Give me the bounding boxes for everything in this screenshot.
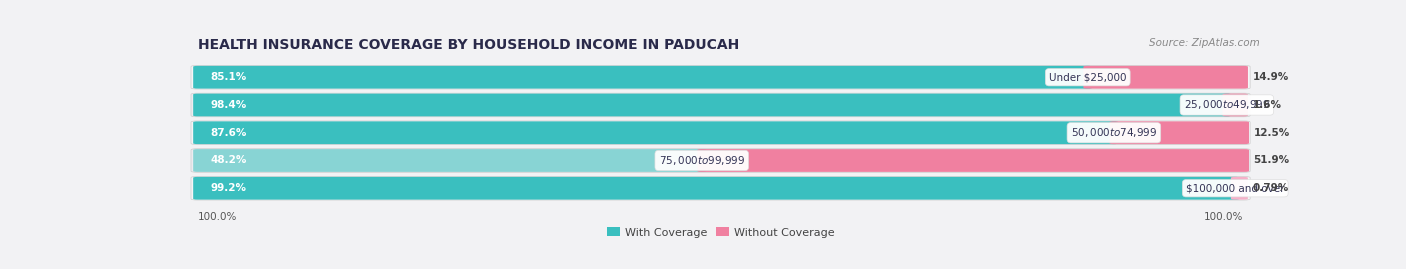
Text: $75,000 to $99,999: $75,000 to $99,999 [658,154,745,167]
Text: 14.9%: 14.9% [1253,72,1288,82]
Text: 0.79%: 0.79% [1253,183,1288,193]
Text: 48.2%: 48.2% [211,155,247,165]
Text: 1.6%: 1.6% [1253,100,1281,110]
FancyBboxPatch shape [1084,66,1249,89]
FancyBboxPatch shape [1109,121,1249,144]
Text: 100.0%: 100.0% [1204,213,1244,222]
FancyBboxPatch shape [1222,94,1249,116]
FancyBboxPatch shape [191,65,1250,89]
Text: Source: ZipAtlas.com: Source: ZipAtlas.com [1149,38,1260,48]
FancyBboxPatch shape [193,177,1240,200]
Text: 100.0%: 100.0% [197,213,238,222]
FancyBboxPatch shape [1230,177,1249,200]
FancyBboxPatch shape [697,149,1249,172]
Text: 51.9%: 51.9% [1253,155,1289,165]
Text: 98.4%: 98.4% [211,100,247,110]
FancyBboxPatch shape [193,149,706,172]
Text: $25,000 to $49,999: $25,000 to $49,999 [1184,98,1270,111]
Text: 12.5%: 12.5% [1253,128,1289,138]
Legend: With Coverage, Without Coverage: With Coverage, Without Coverage [602,223,839,242]
Text: Under $25,000: Under $25,000 [1049,72,1126,82]
FancyBboxPatch shape [191,93,1250,117]
Text: 87.6%: 87.6% [211,128,247,138]
Text: 99.2%: 99.2% [211,183,246,193]
Text: HEALTH INSURANCE COVERAGE BY HOUSEHOLD INCOME IN PADUCAH: HEALTH INSURANCE COVERAGE BY HOUSEHOLD I… [197,38,738,52]
FancyBboxPatch shape [193,121,1118,144]
FancyBboxPatch shape [191,149,1250,172]
Text: $50,000 to $74,999: $50,000 to $74,999 [1071,126,1157,139]
FancyBboxPatch shape [191,176,1250,200]
Text: $100,000 and over: $100,000 and over [1187,183,1285,193]
FancyBboxPatch shape [191,121,1250,144]
FancyBboxPatch shape [193,94,1232,116]
Text: 85.1%: 85.1% [211,72,247,82]
FancyBboxPatch shape [193,66,1092,89]
